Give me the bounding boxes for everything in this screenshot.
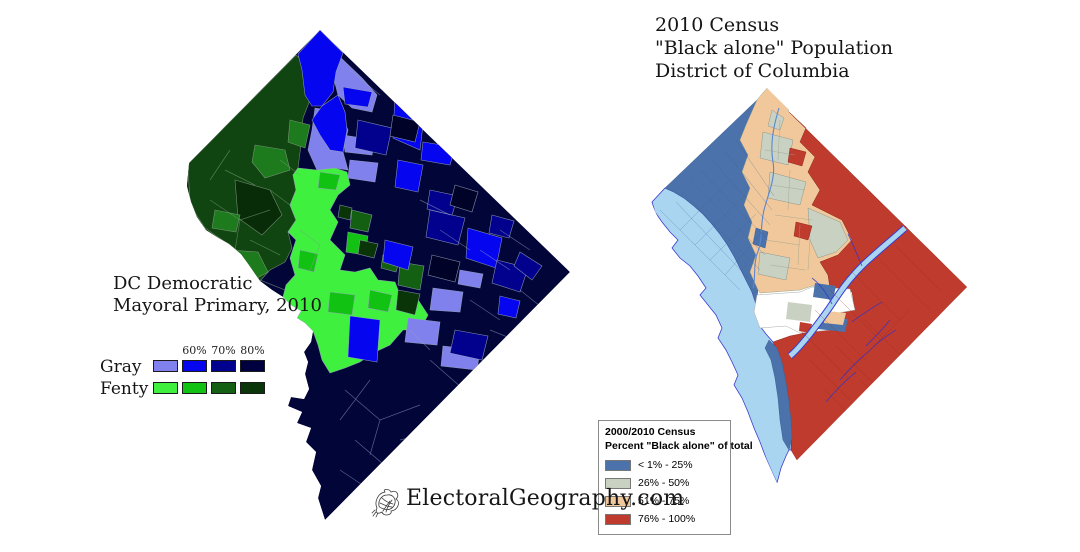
- map-region: [426, 189, 459, 216]
- map-region: [317, 171, 341, 191]
- census-legend-item-label: 76% - 100%: [638, 513, 696, 525]
- map-region: [287, 119, 311, 149]
- map-region: [311, 94, 348, 153]
- map-region: [297, 249, 319, 273]
- gray-80-darkest-regions: [389, 114, 479, 283]
- legend-swatch: [605, 495, 631, 507]
- census-legend-item: 26% - 50%: [605, 477, 725, 489]
- census-legend-box: 2000/2010 Census Percent "Black alone" o…: [598, 420, 753, 535]
- census-legend-item: 51% - 75%: [605, 495, 725, 507]
- left-map-title-line2: Mayoral Primary, 2010: [113, 295, 322, 316]
- map-region: [759, 131, 794, 166]
- map-region: [513, 251, 543, 281]
- right-map-title-line3: District of Columbia: [655, 60, 850, 82]
- legend-swatches-gray: [153, 360, 265, 372]
- left-map-primary-results: [187, 30, 570, 520]
- left-map-title: DC Democratic Mayoral Primary, 2010: [113, 273, 322, 317]
- map-region: [425, 209, 466, 246]
- map-region: [347, 315, 381, 363]
- right-map-title-line1: 2010 Census: [655, 14, 780, 36]
- legend-swatch: [605, 477, 631, 489]
- map-region: [457, 269, 484, 289]
- census-legend-item-label: 26% - 50%: [638, 477, 690, 489]
- map-region: [757, 251, 791, 281]
- legend-label-gray: Gray: [100, 357, 142, 377]
- right-map-census: [651, 88, 967, 483]
- watermark-text: ElectoralGeography.com: [406, 486, 685, 511]
- tract-lines-band: [764, 119, 813, 271]
- map-region: [793, 221, 813, 241]
- census-blue-riverside-strip: [764, 339, 793, 451]
- fenty-80-patches: [337, 204, 421, 316]
- map-region: [449, 184, 479, 213]
- right-map-title: 2010 Census "Black alone" Population Dis…: [655, 14, 893, 83]
- census-legend-heading-line1: 2000/2010 Census: [605, 426, 696, 438]
- legend-swatch: [240, 382, 265, 394]
- mall-tract-patches: [786, 283, 848, 333]
- percent-label-80: 80%: [240, 344, 265, 357]
- map-region: [357, 239, 379, 259]
- legend-swatch: [182, 360, 207, 372]
- map-region: [395, 289, 421, 316]
- map-region: [347, 159, 379, 183]
- map-region: [786, 302, 812, 322]
- map-region: [327, 291, 356, 316]
- map-region: [787, 147, 807, 167]
- census-legend-item-label: < 1% - 25%: [638, 459, 693, 471]
- legend-swatch: [605, 459, 631, 471]
- map-region: [488, 214, 515, 239]
- left-legend-percent-labels: 60% 70% 80%: [182, 344, 265, 357]
- map-region: [497, 295, 521, 319]
- legend-swatches-fenty: [153, 382, 265, 394]
- watermark: ElectoralGeography.com: [370, 486, 684, 520]
- map-region: [429, 287, 464, 313]
- legend-swatch: [211, 360, 236, 372]
- map-region: [234, 179, 283, 236]
- right-map-title-line2: "Black alone" Population: [655, 37, 894, 59]
- legend-swatch: [182, 382, 207, 394]
- census-sage-patches: [757, 109, 849, 281]
- map-region: [427, 254, 461, 283]
- map-region: [337, 204, 353, 221]
- census-legend-item-label: 51% - 75%: [638, 495, 690, 507]
- map-region: [389, 114, 421, 143]
- map-region: [354, 119, 393, 156]
- street-grid-lines-west: [659, 139, 775, 291]
- rock-creek-line: [752, 107, 780, 289]
- percent-label-60: 60%: [182, 344, 207, 357]
- legend-swatch: [605, 513, 631, 525]
- legend-swatch: [153, 360, 178, 372]
- map-region: [824, 311, 846, 325]
- map-region: [767, 171, 807, 206]
- map-region: [404, 317, 441, 346]
- map-region: [367, 289, 393, 313]
- census-red-band-patches: [787, 147, 813, 241]
- map-region: [342, 86, 373, 108]
- legend-swatch: [153, 382, 178, 394]
- map-region: [382, 239, 414, 271]
- map-region: [297, 30, 344, 107]
- sketch-bird-logo-icon: [371, 488, 399, 518]
- map-region: [349, 209, 373, 233]
- left-map-title-line1: DC Democratic: [113, 273, 253, 294]
- legend-label-fenty: Fenty: [100, 379, 149, 399]
- legend-swatch: [240, 360, 265, 372]
- census-legend-heading-line2: Percent "Black alone" of total: [605, 440, 753, 452]
- census-legend-item: < 1% - 25%: [605, 459, 725, 471]
- gray-70-regions: [354, 119, 543, 361]
- map-region: [394, 159, 424, 193]
- map-region: [449, 329, 489, 361]
- percent-label-70: 70%: [211, 344, 236, 357]
- map-region: [251, 144, 291, 179]
- census-legend-item: 76% - 100%: [605, 513, 725, 525]
- legend-swatch: [211, 382, 236, 394]
